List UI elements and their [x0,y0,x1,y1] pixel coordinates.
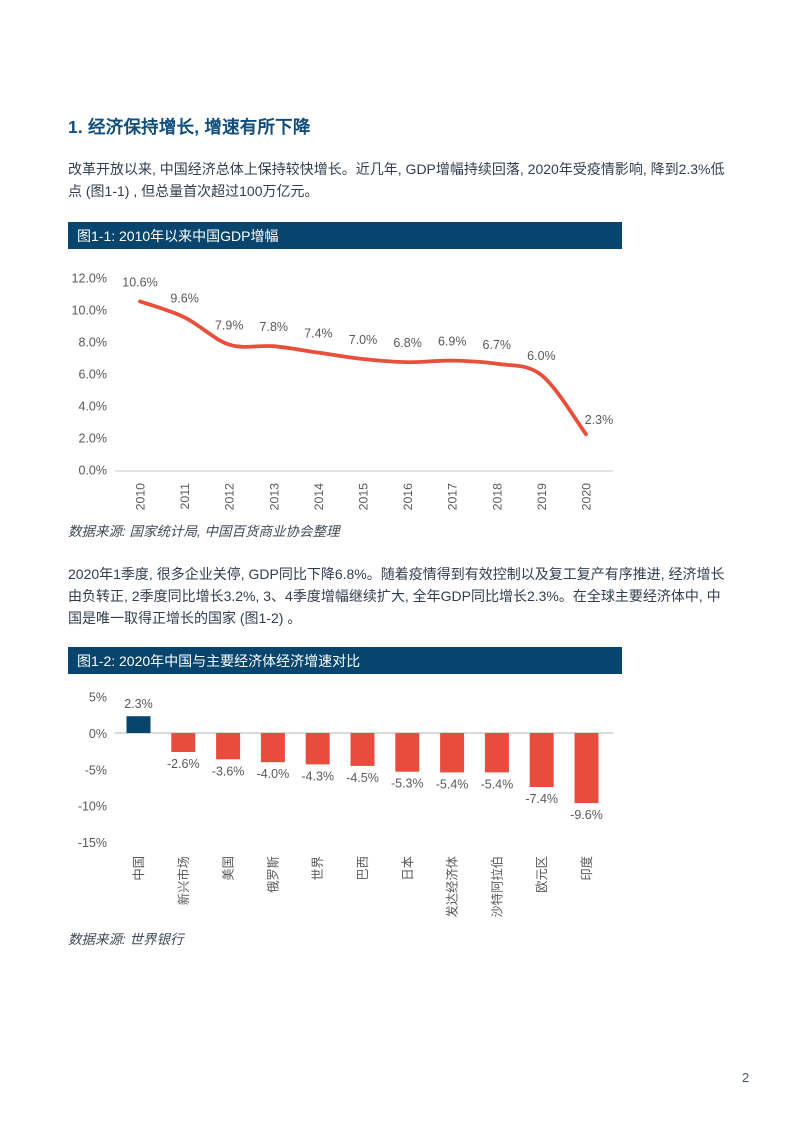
bar-value-label: -3.6% [212,764,245,778]
category-label: 俄罗斯 [266,856,280,893]
chart2-title: 图1-2: 2020年中国与主要经济体经济增速对比 [77,652,361,669]
y-tick-label: -10% [78,800,107,814]
y-tick-label: 2.0% [79,432,108,446]
paragraph-2020: 2020年1季度, 很多企业关停, GDP同比下降6.8%。随着疫情得到有效控制… [68,566,725,626]
x-tick-label: 2016 [401,483,415,511]
data-point-label: 6.8% [393,336,422,350]
y-tick-label: 8.0% [79,336,108,350]
data-point-label: 6.0% [527,349,556,363]
data-point-label: 10.6% [122,275,157,289]
bar-negative [260,733,285,763]
x-tick-label: 2011 [178,483,192,510]
x-tick-label: 2010 [134,483,148,511]
x-tick-label: 2020 [580,483,594,511]
bar-negative [484,733,509,773]
bar-value-label: -7.4% [525,792,558,806]
data-point-label: 9.6% [170,291,199,305]
y-tick-label: 0.0% [79,464,108,478]
y-tick-label: -15% [78,836,107,850]
category-label: 发达经济体 [445,856,460,918]
data-point-label: 7.0% [349,333,378,347]
paragraph-intro: 改革开放以来, 中国经济总体上保持较快增长。近几年, GDP增幅持续回落, 20… [68,161,725,199]
y-tick-label: 10.0% [72,304,107,318]
gdp-line-chart: 12.0% 10.0% 8.0% 6.0% 4.0% 2.0% 0.0% 10.6% 9.6% 7… [72,272,614,511]
bar-negative [171,733,196,752]
bar-negative [216,733,241,760]
y-tick-label: -5% [85,763,107,777]
section-heading: 1. 经济保持增长, 增速有所下降 [68,117,311,137]
bar-negative [395,733,420,772]
gdp-line [138,299,588,437]
bar-negative [529,733,554,787]
bar-positive [126,716,151,733]
category-label: 世界 [311,856,325,881]
y-tick-label: 0% [89,727,107,741]
data-point-label: 7.8% [260,320,289,334]
bar-value-label: -5.4% [436,777,469,791]
page-number: 2 [742,1070,750,1085]
category-label: 印度 [579,856,594,881]
chart2-title-bar: 图1-2: 2020年中国与主要经济体经济增速对比 [68,647,622,674]
x-tick-label: 2019 [535,483,549,511]
category-label: 沙特阿拉伯 [489,856,504,918]
chart1-source: 数据来源: 国家统计局, 中国百货商业协会整理 [68,524,340,539]
chart2-source: 数据来源: 世界银行 [68,932,184,947]
y-tick-label: 12.0% [72,272,107,286]
bar-value-label: -4.3% [301,769,334,783]
bar-value-label: -5.3% [391,777,424,791]
category-label: 中国 [131,856,146,881]
data-point-label: 7.4% [304,327,333,341]
bar-negative [574,733,599,804]
category-label: 巴西 [356,856,370,881]
data-point-label: 6.7% [483,338,512,352]
bar-value-label: -4.0% [257,767,290,781]
x-tick-label: 2015 [357,483,371,511]
category-label: 美国 [222,856,236,881]
economy-bar-chart: 5%0%-5%-10%-15%2.3%-2.6%-3.6% -4.0% -4.3% -… [78,691,613,918]
data-point-label: 6.9% [438,335,467,349]
bar-negative [350,733,375,766]
category-label: 日本 [401,856,415,881]
category-label: 欧元区 [535,856,549,893]
bar-value-label: -5.4% [481,777,514,791]
bar-value-label: -9.6% [570,808,603,822]
chart1-title: 图1-1: 2010年以来中国GDP增幅 [77,227,279,244]
chart1-title-bar: 图1-1: 2010年以来中国GDP增幅 [68,222,622,249]
x-tick-label: 2014 [312,483,326,511]
bar-value-label: -2.6% [167,757,200,771]
data-point-label: 7.9% [215,319,244,333]
category-label: 新兴市场 [176,856,191,905]
y-tick-label: 6.0% [79,368,108,382]
y-tick-label: 4.0% [79,400,108,414]
x-tick-label: 2017 [446,483,460,511]
y-tick-label: 5% [89,691,107,705]
data-point-label: 2.3% [585,413,614,427]
bar-negative [440,733,465,773]
x-tick-label: 2013 [267,483,281,511]
x-tick-label: 2012 [223,483,237,511]
x-tick-label: 2018 [490,483,504,511]
bar-negative [305,733,330,765]
bar-value-label: 2.3% [124,697,153,711]
bar-value-label: -4.5% [346,771,379,785]
